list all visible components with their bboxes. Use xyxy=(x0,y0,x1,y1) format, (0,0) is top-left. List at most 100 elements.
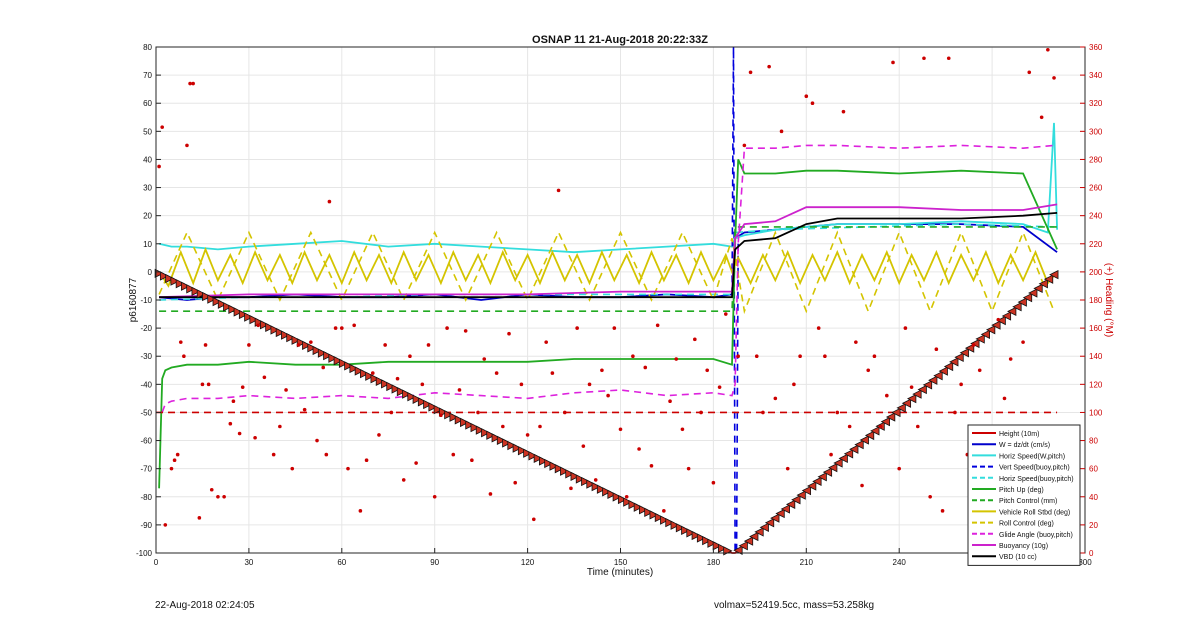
height-marker-23 xyxy=(275,327,286,338)
heading-point-9 xyxy=(188,81,192,86)
height-marker-96 xyxy=(660,515,670,525)
heading-point-16 xyxy=(216,494,220,499)
heading-point-17 xyxy=(222,494,226,499)
height-marker-146 xyxy=(928,375,938,385)
legend-label-0: Height (10m) xyxy=(999,431,1039,438)
y-tick-label-8: -20 xyxy=(140,324,152,333)
height-marker-142 xyxy=(907,394,917,404)
height-marker-162 xyxy=(1012,302,1022,312)
y-axis-left: -100-90-80-70-60-50-40-30-20-10010203040… xyxy=(136,43,161,558)
x-tick-label-3: 90 xyxy=(430,558,439,567)
heading-point-137 xyxy=(959,382,963,387)
legend-label-7: Vehicle Roll Stbd (deg) xyxy=(999,509,1070,516)
height-marker-92 xyxy=(639,505,649,515)
height-marker-38 xyxy=(354,366,365,376)
series-line-5 xyxy=(158,159,1058,489)
height-marker-74 xyxy=(544,458,554,469)
heading-point-12 xyxy=(200,382,205,387)
height-marker-95 xyxy=(654,512,665,523)
height-marker-70 xyxy=(523,448,533,458)
y-tick-label-17: 70 xyxy=(143,71,152,80)
height-marker-68 xyxy=(512,443,522,453)
height-marker-145 xyxy=(922,380,933,390)
heading-point-62 xyxy=(488,492,493,496)
height-marker-103 xyxy=(696,533,707,543)
heading-point-0 xyxy=(157,164,161,169)
heading-point-88 xyxy=(649,464,654,468)
heading-point-69 xyxy=(531,517,536,522)
legend-label-11: VBD (10 cc) xyxy=(999,554,1037,561)
height-marker-127 xyxy=(828,462,838,473)
y2-tick-label-14: 280 xyxy=(1089,155,1103,164)
height-marker-42 xyxy=(375,376,386,386)
height-marker-56 xyxy=(449,412,459,422)
heading-point-111 xyxy=(798,354,802,359)
x-tick-label-0: 0 xyxy=(154,558,159,567)
x-tick-label-2: 60 xyxy=(337,558,346,567)
legend-label-6: Pitch Control (mm) xyxy=(999,498,1057,505)
heading-point-71 xyxy=(544,340,548,344)
heading-point-90 xyxy=(662,509,666,513)
height-marker-33 xyxy=(328,353,338,363)
heading-point-29 xyxy=(290,466,295,471)
y-tick-label-1: -90 xyxy=(140,521,152,530)
height-marker-113 xyxy=(754,527,764,537)
heading-point-127 xyxy=(897,466,901,471)
heading-point-112 xyxy=(804,94,809,98)
heading-point-100 xyxy=(723,312,728,316)
height-marker-77 xyxy=(560,466,570,476)
heading-point-129 xyxy=(909,385,914,389)
height-marker-90 xyxy=(628,499,638,510)
height-marker-71 xyxy=(528,451,538,461)
height-marker-143 xyxy=(912,389,922,399)
heading-point-92 xyxy=(674,357,679,361)
heading-point-126 xyxy=(891,60,895,65)
heading-point-103 xyxy=(748,70,753,75)
heading-point-43 xyxy=(370,371,375,375)
height-marker-11 xyxy=(212,297,222,307)
height-marker-137 xyxy=(880,416,890,427)
height-marker-73 xyxy=(538,456,549,466)
y2-tick-label-2: 40 xyxy=(1089,493,1098,502)
heading-point-102 xyxy=(742,143,747,148)
x-axis-label: Time (minutes) xyxy=(587,567,653,578)
heading-point-28 xyxy=(284,388,288,392)
height-marker-161 xyxy=(1007,306,1017,316)
heading-point-84 xyxy=(624,494,629,499)
height-marker-78 xyxy=(565,469,575,479)
height-marker-129 xyxy=(838,453,848,464)
heading-point-59 xyxy=(470,458,474,463)
x-tick-label-6: 180 xyxy=(707,558,721,567)
height-marker-83 xyxy=(591,482,601,492)
y-tick-label-0: -100 xyxy=(136,549,153,558)
grid xyxy=(155,46,1086,554)
legend-label-10: Buoyancy (10g) xyxy=(999,543,1048,550)
series-line-2 xyxy=(158,122,1058,254)
height-marker-14 xyxy=(228,304,238,315)
height-marker-128 xyxy=(833,458,843,468)
height-marker-12 xyxy=(217,299,228,309)
heading-point-70 xyxy=(538,424,542,429)
height-marker-160 xyxy=(1001,311,1012,321)
heading-point-89 xyxy=(655,323,660,328)
height-marker-1 xyxy=(159,271,170,281)
heading-point-136 xyxy=(953,410,957,415)
heading-point-31 xyxy=(302,407,307,412)
x-tick-label-7: 210 xyxy=(800,558,814,567)
heading-point-96 xyxy=(699,410,703,415)
heading-point-145 xyxy=(1008,357,1013,361)
height-marker-149 xyxy=(943,361,954,372)
height-marker-153 xyxy=(964,343,975,353)
height-marker-110 xyxy=(738,541,748,551)
height-marker-79 xyxy=(570,471,580,482)
heading-point-134 xyxy=(940,509,945,513)
height-marker-102 xyxy=(691,530,701,541)
heading-point-93 xyxy=(680,427,685,432)
height-marker-130 xyxy=(843,449,854,459)
height-marker-104 xyxy=(702,535,712,546)
height-marker-31 xyxy=(317,348,328,358)
height-marker-5 xyxy=(181,281,191,291)
y-tick-label-16: 60 xyxy=(143,99,152,108)
height-marker-17 xyxy=(244,312,254,322)
heading-point-139 xyxy=(971,343,976,347)
